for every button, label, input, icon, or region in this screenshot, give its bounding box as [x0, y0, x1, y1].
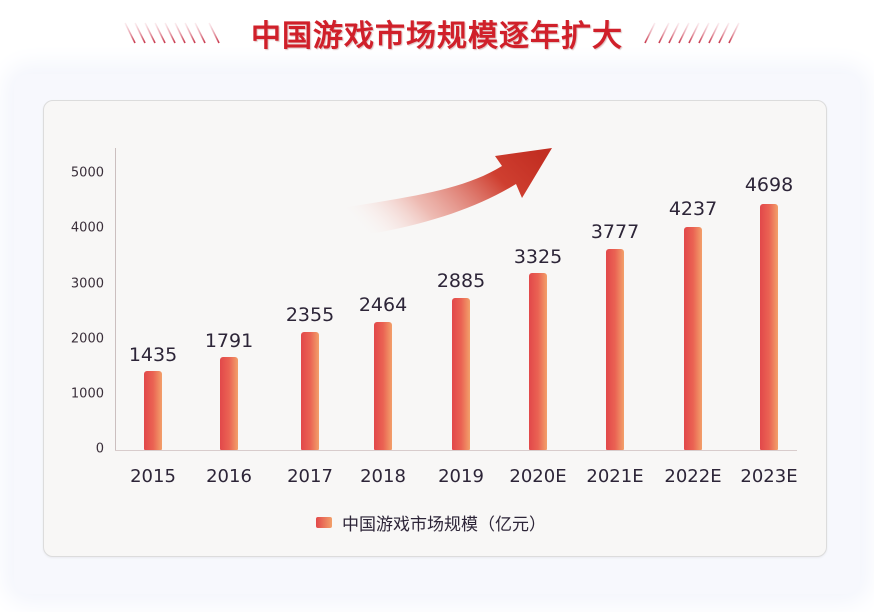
value-label-2020e: 3325	[513, 246, 563, 268]
bar-2023e	[760, 204, 778, 450]
value-label-2015: 1435	[128, 344, 178, 366]
title-banner: 中国游戏市场规模逐年扩大	[0, 8, 874, 58]
bar-2022e	[684, 227, 702, 450]
y-tick-2000: 2000	[70, 331, 104, 347]
page-title: 中国游戏市场规模逐年扩大	[251, 19, 623, 54]
x-label-2021e: 2021E	[586, 466, 644, 487]
right-stripes-decoration	[644, 22, 740, 44]
legend-label: 中国游戏市场规模（亿元）	[342, 515, 546, 535]
x-label-2016: 2016	[206, 466, 252, 487]
value-label-2017: 2355	[285, 304, 335, 326]
bar-2021e	[606, 249, 624, 450]
left-stripes-decoration	[124, 22, 220, 44]
trend-arrow-icon	[330, 148, 552, 240]
bar-2017	[301, 332, 319, 450]
y-tick-5000: 5000	[70, 165, 104, 181]
y-tick-1000: 1000	[70, 386, 104, 402]
x-label-2019: 2019	[438, 466, 484, 487]
bar-2016	[220, 357, 238, 450]
value-label-2023e: 4698	[744, 174, 794, 196]
y-tick-0: 0	[95, 441, 104, 457]
chart-legend: 中国游戏市场规模（亿元）	[316, 510, 546, 535]
legend-swatch	[316, 517, 332, 528]
value-label-2018: 2464	[358, 294, 408, 316]
x-label-2015: 2015	[130, 466, 176, 487]
x-axis-line	[115, 450, 797, 451]
value-label-2022e: 4237	[668, 198, 718, 220]
x-label-2022e: 2022E	[664, 466, 722, 487]
bar-2019	[452, 298, 470, 450]
bar-2020e	[529, 273, 547, 450]
y-axis-line	[115, 148, 116, 450]
bar-2015	[144, 371, 162, 450]
value-label-2016: 1791	[204, 330, 254, 352]
x-label-2023e: 2023E	[740, 466, 798, 487]
x-label-2018: 2018	[360, 466, 406, 487]
y-tick-4000: 4000	[70, 220, 104, 236]
value-label-2019: 2885	[436, 270, 486, 292]
value-label-2021e: 3777	[590, 221, 640, 243]
bar-2018	[374, 322, 392, 450]
y-tick-3000: 3000	[70, 276, 104, 292]
x-label-2020e: 2020E	[509, 466, 567, 487]
x-label-2017: 2017	[287, 466, 333, 487]
